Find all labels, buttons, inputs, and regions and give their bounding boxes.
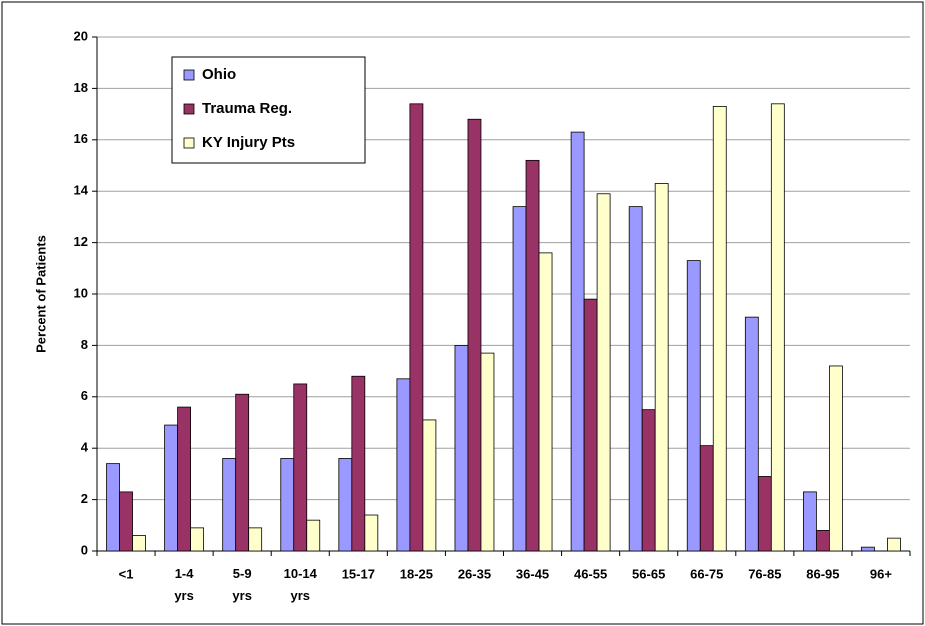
legend-swatch bbox=[183, 137, 195, 149]
legend-label: KY Injury Pts bbox=[202, 134, 295, 151]
y-tick-label: 16 bbox=[74, 131, 88, 146]
bar bbox=[757, 476, 772, 552]
bar bbox=[887, 537, 901, 552]
bar bbox=[802, 491, 817, 552]
bar bbox=[480, 352, 495, 552]
x-tick-label: 1-4 yrs bbox=[174, 566, 194, 603]
bar bbox=[654, 183, 669, 552]
legend-swatch bbox=[183, 103, 195, 115]
y-tick-label: 4 bbox=[81, 440, 89, 455]
x-tick-label: <1 bbox=[119, 566, 134, 581]
bar bbox=[583, 298, 598, 552]
y-tick-label: 12 bbox=[74, 234, 88, 249]
y-tick-label: 14 bbox=[74, 183, 89, 198]
bar bbox=[467, 118, 482, 552]
bar bbox=[815, 530, 830, 552]
x-tick-label: 76-85 bbox=[748, 566, 781, 581]
x-tick-label: 46-55 bbox=[574, 566, 607, 581]
x-tick-label: 15-17 bbox=[342, 566, 375, 581]
y-tick-label: 6 bbox=[81, 388, 88, 403]
bar bbox=[190, 527, 205, 552]
bar bbox=[570, 131, 585, 552]
bar bbox=[164, 424, 179, 552]
y-tick-label: 18 bbox=[74, 80, 88, 95]
x-tick-label: 5-9 yrs bbox=[232, 566, 252, 603]
bar bbox=[596, 193, 611, 552]
bar bbox=[512, 206, 527, 552]
y-tick-label: 0 bbox=[81, 542, 88, 557]
y-tick-label: 2 bbox=[81, 491, 88, 506]
bar bbox=[106, 463, 120, 552]
bar bbox=[293, 383, 308, 552]
bar bbox=[177, 406, 192, 552]
bar bbox=[280, 458, 295, 552]
bar bbox=[222, 458, 237, 552]
x-tick-label: 96+ bbox=[870, 566, 892, 581]
x-tick-label: 18-25 bbox=[400, 566, 433, 581]
bar bbox=[744, 316, 759, 552]
legend-box bbox=[171, 56, 366, 164]
x-tick-label: 26-35 bbox=[458, 566, 491, 581]
bar bbox=[628, 206, 643, 552]
bar bbox=[132, 535, 146, 552]
bar bbox=[351, 375, 366, 552]
x-tick-label: 56-65 bbox=[632, 566, 665, 581]
bar bbox=[306, 519, 321, 552]
y-tick-label: 20 bbox=[74, 28, 88, 43]
y-axis-label: Percent of Patients bbox=[33, 235, 48, 353]
bar bbox=[861, 546, 875, 552]
y-tick-label: 8 bbox=[81, 337, 88, 352]
x-tick-label: 10-14 yrs bbox=[284, 566, 318, 603]
bar bbox=[422, 419, 437, 552]
legend-swatch bbox=[183, 69, 195, 81]
bar bbox=[338, 458, 353, 552]
x-tick-label: 66-75 bbox=[690, 566, 723, 581]
legend-label: Ohio bbox=[202, 66, 236, 83]
bar bbox=[538, 252, 553, 552]
bar bbox=[119, 491, 133, 552]
bar bbox=[770, 103, 785, 552]
bar bbox=[525, 159, 540, 552]
bar bbox=[235, 393, 250, 552]
bar bbox=[409, 103, 424, 552]
x-tick-label: 36-45 bbox=[516, 566, 549, 581]
bar bbox=[699, 445, 714, 552]
x-tick-label: 86-95 bbox=[806, 566, 839, 581]
bar bbox=[828, 365, 843, 552]
bar bbox=[712, 105, 727, 552]
bar bbox=[396, 378, 411, 552]
bar bbox=[641, 409, 656, 552]
bar bbox=[364, 514, 379, 552]
legend-label: Trauma Reg. bbox=[202, 100, 292, 117]
bar bbox=[686, 260, 701, 552]
bar bbox=[248, 527, 263, 552]
y-tick-label: 10 bbox=[74, 285, 88, 300]
bar bbox=[454, 344, 469, 552]
